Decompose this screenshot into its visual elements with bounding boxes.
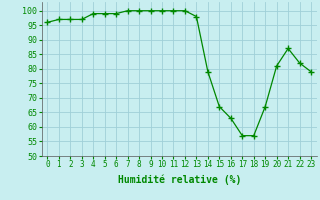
- X-axis label: Humidité relative (%): Humidité relative (%): [117, 175, 241, 185]
